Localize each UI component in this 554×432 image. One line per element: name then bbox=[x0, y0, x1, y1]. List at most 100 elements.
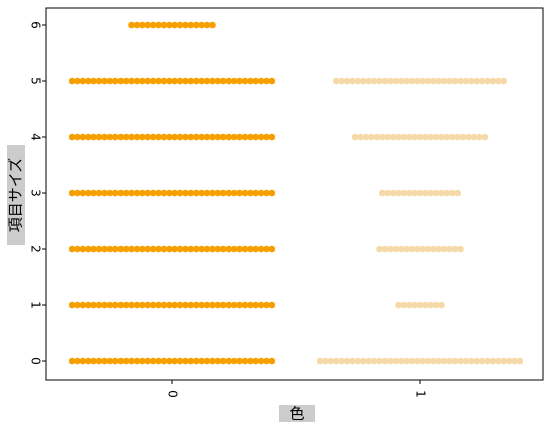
dot bbox=[117, 301, 124, 309]
dot bbox=[90, 133, 97, 141]
label-bg bbox=[279, 405, 315, 422]
dot bbox=[160, 189, 168, 197]
dot bbox=[505, 357, 513, 365]
dot bbox=[203, 189, 211, 197]
dot bbox=[203, 21, 211, 29]
dot bbox=[389, 133, 397, 141]
dot bbox=[459, 133, 467, 141]
dot bbox=[122, 245, 130, 253]
dot bbox=[441, 245, 448, 253]
dot bbox=[187, 301, 195, 309]
dot bbox=[68, 301, 76, 309]
dot bbox=[139, 357, 146, 365]
dot bbox=[411, 189, 418, 197]
dot bbox=[209, 77, 216, 85]
dot bbox=[365, 357, 373, 365]
dot bbox=[408, 245, 416, 253]
y-tick-label: 4 bbox=[29, 133, 43, 141]
dot bbox=[193, 301, 200, 309]
dot bbox=[85, 133, 92, 141]
y-axis-label: 項目サイズ bbox=[7, 158, 25, 233]
dot bbox=[247, 357, 254, 365]
dot bbox=[128, 245, 135, 253]
dot bbox=[408, 357, 416, 365]
dot bbox=[149, 189, 157, 197]
dot bbox=[414, 77, 421, 85]
dot bbox=[268, 301, 276, 309]
dot bbox=[171, 357, 178, 365]
dot bbox=[357, 133, 364, 141]
dot bbox=[198, 133, 205, 141]
dot bbox=[171, 133, 178, 141]
dot bbox=[220, 301, 227, 309]
dot bbox=[95, 189, 103, 197]
dot bbox=[435, 77, 443, 85]
dot bbox=[397, 245, 405, 253]
dot bbox=[74, 77, 81, 85]
dot bbox=[101, 77, 108, 85]
dot bbox=[438, 189, 445, 197]
dot bbox=[432, 133, 440, 141]
dot bbox=[128, 301, 135, 309]
dot bbox=[343, 357, 351, 365]
dot bbox=[230, 357, 238, 365]
dot bbox=[351, 133, 359, 141]
label-bg bbox=[7, 145, 25, 245]
dot bbox=[400, 133, 408, 141]
dot bbox=[241, 245, 249, 253]
dot bbox=[489, 77, 497, 85]
dot bbox=[187, 133, 195, 141]
dot bbox=[106, 189, 114, 197]
dot bbox=[368, 133, 375, 141]
dot bbox=[230, 301, 238, 309]
dot bbox=[176, 189, 184, 197]
dot bbox=[438, 301, 445, 309]
dot bbox=[166, 133, 173, 141]
dot bbox=[268, 357, 276, 365]
dot bbox=[155, 189, 162, 197]
dot bbox=[193, 245, 200, 253]
dot bbox=[247, 301, 254, 309]
dot bbox=[387, 245, 394, 253]
dot bbox=[193, 357, 200, 365]
dot bbox=[378, 133, 386, 141]
dot bbox=[349, 77, 356, 85]
dot bbox=[230, 77, 238, 85]
dot bbox=[408, 77, 416, 85]
dot bbox=[400, 189, 408, 197]
dot bbox=[392, 357, 400, 365]
dot bbox=[443, 189, 451, 197]
dot bbox=[106, 301, 114, 309]
dot bbox=[106, 77, 114, 85]
dot bbox=[438, 133, 445, 141]
dot bbox=[451, 245, 459, 253]
dot bbox=[257, 77, 265, 85]
dot bbox=[376, 77, 383, 85]
dot bbox=[468, 357, 475, 365]
dot bbox=[106, 133, 114, 141]
dot bbox=[268, 77, 276, 85]
dot bbox=[209, 189, 216, 197]
dot bbox=[365, 77, 373, 85]
dot bbox=[443, 133, 451, 141]
y-tick-label: 2 bbox=[29, 245, 43, 253]
dot bbox=[79, 245, 87, 253]
dot bbox=[349, 357, 356, 365]
dot bbox=[236, 245, 243, 253]
dot bbox=[247, 189, 254, 197]
dot bbox=[516, 357, 524, 365]
dot bbox=[430, 357, 437, 365]
dot bbox=[257, 133, 265, 141]
dot bbox=[176, 21, 184, 29]
dot bbox=[187, 357, 195, 365]
dot bbox=[263, 301, 270, 309]
dot bbox=[257, 189, 265, 197]
dot bbox=[187, 245, 195, 253]
dot bbox=[79, 189, 87, 197]
dot bbox=[225, 357, 232, 365]
dot bbox=[193, 133, 200, 141]
dot bbox=[405, 301, 413, 309]
dot bbox=[122, 189, 130, 197]
dot bbox=[495, 357, 502, 365]
dot bbox=[95, 133, 103, 141]
